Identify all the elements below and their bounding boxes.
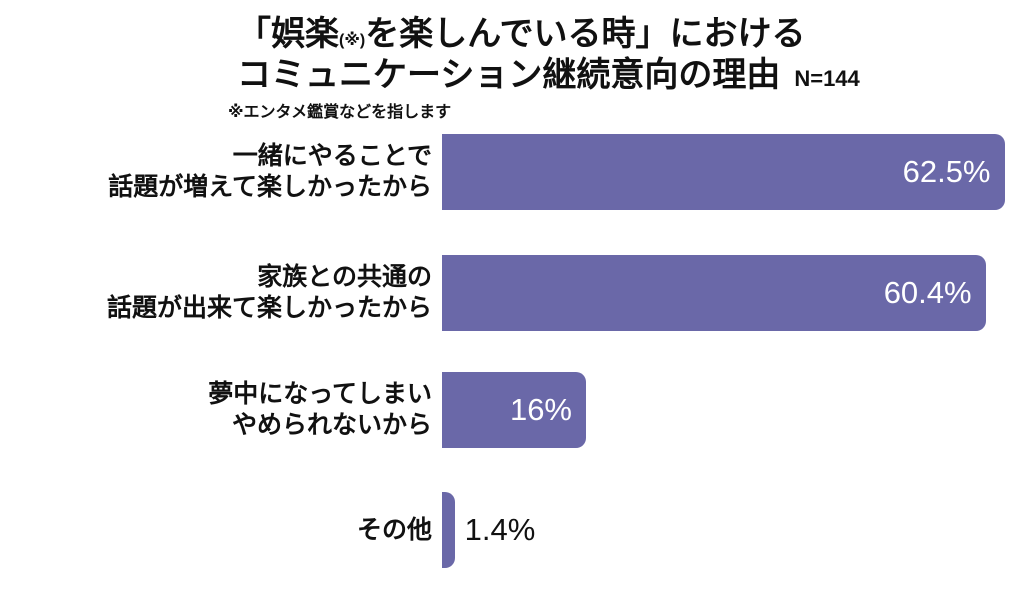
chart-title-line1: 「娯楽(※)を楽しんでいる時」における [237, 14, 860, 55]
title-text: 「娯楽 [237, 15, 339, 53]
bar-row-1: 一緒にやることで 話題が増えて楽しかったから 62.5% [0, 134, 1010, 210]
sample-size: N=144 [794, 65, 860, 91]
category-label-line: 夢中になってしまい [208, 380, 432, 408]
bar-2: 60.4% [442, 255, 986, 331]
bar-3: 16% [442, 372, 586, 448]
bar-row-3: 夢中になってしまい やめられないから 16% [0, 372, 1010, 448]
category-label-4: その他 [0, 492, 432, 568]
category-label-line: 話題が出来て楽しかったから [106, 294, 432, 322]
category-label-line: 一緒にやることで [232, 142, 432, 170]
title-text: を楽しんでいる時」における [365, 15, 806, 53]
title-text: コミュニケーション継続意向の理由 [237, 55, 781, 94]
bar-4: 1.4% [442, 492, 535, 568]
footnote-marker: (※) [339, 32, 366, 49]
category-label-line: 家族との共通の [257, 263, 432, 291]
category-label-3: 夢中になってしまい やめられないから [0, 372, 432, 448]
category-label-line: やめられないから [231, 411, 432, 439]
bar-2-value-label: 60.4% [883, 275, 972, 310]
chart-title-line2: コミュニケーション継続意向の理由 N=144 [237, 55, 860, 96]
category-label-2: 家族との共通の 話題が出来て楽しかったから [0, 255, 432, 331]
bar-4-value-label: 1.4% [464, 512, 536, 547]
bar-3-value-label: 16% [509, 392, 572, 427]
footnote: ※エンタメ鑑賞などを指します [228, 104, 452, 121]
chart-title: 「娯楽(※)を楽しんでいる時」における コミュニケーション継続意向の理由 N=14… [237, 14, 860, 96]
category-label-line: 話題が増えて楽しかったから [108, 173, 432, 201]
bar-1-value-label: 62.5% [902, 154, 991, 189]
bar-row-4: その他 1.4% [0, 492, 1010, 568]
category-label-line: その他 [356, 515, 432, 544]
category-label-1: 一緒にやることで 話題が増えて楽しかったから [0, 134, 432, 210]
bar-row-2: 家族との共通の 話題が出来て楽しかったから 60.4% [0, 255, 1010, 331]
bar-1: 62.5% [442, 134, 1005, 210]
